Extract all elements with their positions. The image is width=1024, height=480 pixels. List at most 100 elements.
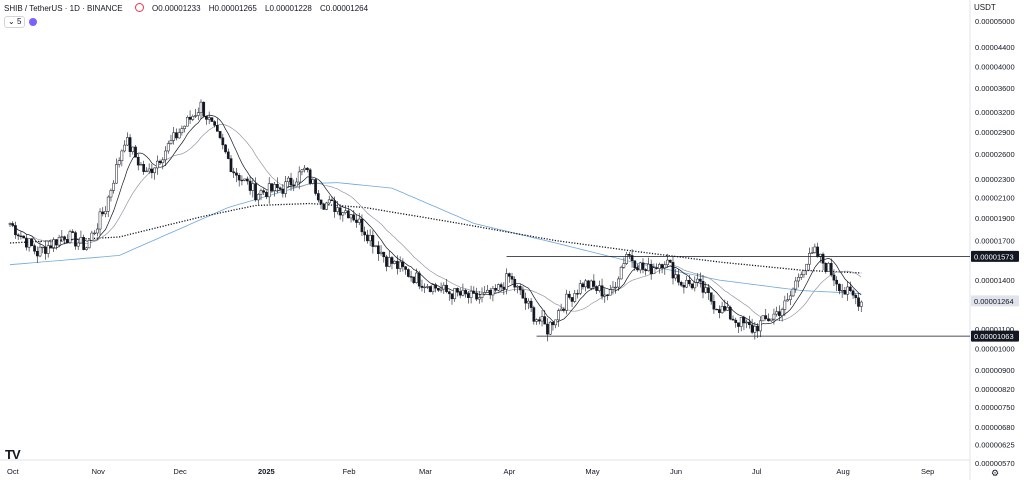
candle-body <box>786 299 789 302</box>
price-label: 0.00001063 <box>974 332 1014 341</box>
candle-body <box>292 184 296 187</box>
indicator-settings-icon[interactable] <box>29 18 38 26</box>
candle-body <box>115 164 118 184</box>
candle-body <box>336 207 339 212</box>
candle-body <box>44 246 47 254</box>
ma-blue-line <box>9 182 862 294</box>
indicators-toggle-button[interactable]: ⌄ 5 <box>4 16 26 28</box>
candle-body <box>772 313 776 320</box>
candle-body <box>401 261 405 267</box>
candle-body <box>537 319 541 322</box>
candle-body <box>128 137 132 152</box>
tradingview-logo[interactable]: TV <box>5 447 21 462</box>
candle-body <box>597 285 601 291</box>
candle-body <box>857 297 860 307</box>
candle-body <box>16 234 20 237</box>
candle-body <box>191 116 195 120</box>
candle-body <box>647 263 650 272</box>
candle-body <box>65 239 69 243</box>
ohlc-readout: O0.00001233 H0.00001265 L0.00001228 C0.0… <box>146 4 368 13</box>
candle-body <box>696 278 699 283</box>
candle-body <box>406 269 410 277</box>
candle-body <box>458 292 462 296</box>
indicator-count: 5 <box>16 17 22 26</box>
candle-body <box>557 310 560 321</box>
candle-body <box>442 284 446 290</box>
candle-body <box>649 263 653 275</box>
candle-body <box>267 183 271 198</box>
candle-body <box>595 286 598 291</box>
candle-body <box>619 266 623 280</box>
candle-body <box>630 255 634 261</box>
candle-body <box>633 260 637 269</box>
candle-body <box>709 292 713 302</box>
symbol-title[interactable]: SHIB / TetherUS · 1D · BINANCE <box>4 4 123 13</box>
candle-body <box>379 251 383 255</box>
candle-body <box>794 280 798 290</box>
candle-body <box>147 168 151 172</box>
candle-body <box>521 289 525 299</box>
y-tick-label: 0.00004400 <box>975 43 1015 52</box>
candle-body <box>818 253 822 258</box>
candle-body <box>158 160 162 164</box>
candle-body <box>164 150 167 161</box>
candle-body <box>14 225 17 236</box>
price-label: 0.00001264 <box>974 297 1014 306</box>
candle-body <box>688 279 691 285</box>
candle-body <box>145 170 148 173</box>
candle-body <box>123 144 126 152</box>
x-tick-label: Sep <box>921 467 934 476</box>
candle-body <box>194 115 197 117</box>
candle-body <box>578 283 582 294</box>
candle-body <box>734 319 738 323</box>
candle-body <box>693 282 697 289</box>
y-tick-label: 0.00003200 <box>975 108 1015 117</box>
candle-body <box>284 181 287 194</box>
candle-body <box>603 294 607 297</box>
candle-body <box>390 257 394 264</box>
candle-body <box>325 202 328 210</box>
candle-body <box>95 228 99 234</box>
candle-body <box>832 274 836 281</box>
candle-body <box>797 277 800 282</box>
candle-body <box>644 269 648 272</box>
candle-body <box>248 180 252 191</box>
price-label-box <box>971 330 1019 342</box>
candle-body <box>180 128 184 134</box>
candle-body <box>491 288 495 296</box>
gear-icon[interactable]: ⚙ <box>991 468 1000 478</box>
candle-body <box>679 282 683 286</box>
candle-body <box>33 245 36 252</box>
candle-body <box>685 279 688 288</box>
candle-body <box>398 261 402 269</box>
candle-body <box>308 169 312 184</box>
candle-body <box>589 280 593 289</box>
candle-body <box>109 190 113 198</box>
high-value: H0.00001265 <box>208 4 257 13</box>
candle-body <box>778 311 781 316</box>
candle-body <box>387 257 391 267</box>
candle-body <box>467 293 470 298</box>
candle-body <box>374 245 377 247</box>
x-tick-label: May <box>585 467 599 476</box>
candle-body <box>341 212 345 216</box>
candle-body <box>322 203 326 210</box>
candle-body <box>55 239 58 246</box>
candle-body <box>344 210 347 214</box>
candle-body <box>295 181 298 187</box>
candle-body <box>172 132 176 141</box>
candle-body <box>788 295 792 300</box>
candle-body <box>385 256 388 267</box>
candle-body <box>404 266 407 270</box>
candle-body <box>445 284 448 292</box>
candle-body <box>22 235 25 239</box>
y-tick-label: 0.00002100 <box>975 194 1015 203</box>
candle-body <box>480 293 484 298</box>
candle-body <box>254 183 257 201</box>
candle-body <box>175 132 178 139</box>
currency-label[interactable]: USDT <box>974 3 996 12</box>
candle-body <box>657 264 661 269</box>
y-tick-label: 0.00004000 <box>975 62 1015 71</box>
candle-body <box>136 157 140 166</box>
